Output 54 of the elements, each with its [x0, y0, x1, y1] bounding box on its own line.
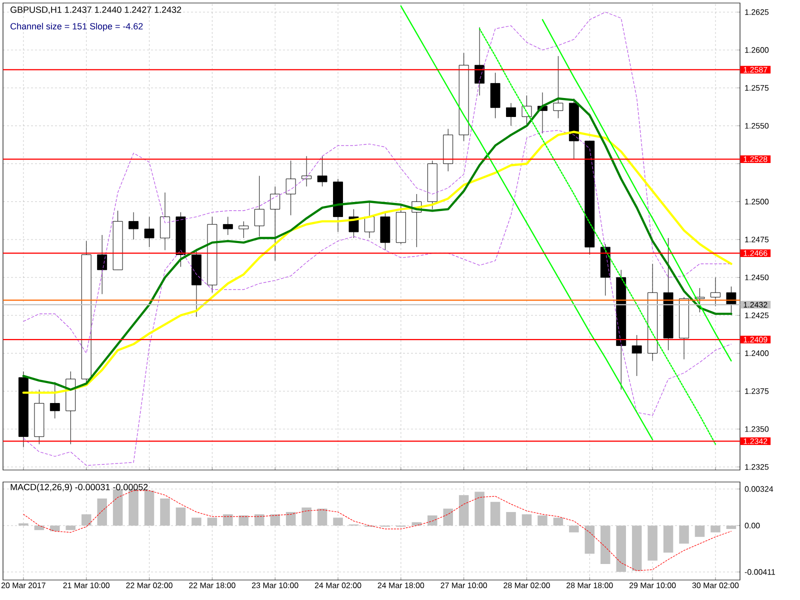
bar	[207, 518, 218, 526]
bar	[679, 526, 689, 544]
bar	[663, 526, 674, 553]
bar	[584, 526, 595, 554]
bar	[490, 502, 500, 526]
candlestick	[50, 382, 60, 419]
chart-title: GBPUSD,H1 1.2437 1.2440 1.2427 1.2432	[10, 6, 182, 14]
bar	[412, 522, 422, 526]
bar	[50, 526, 60, 532]
bar	[522, 514, 532, 526]
bar	[254, 514, 264, 526]
bar	[694, 526, 705, 537]
candlestick	[144, 216, 154, 248]
bar	[81, 514, 92, 526]
bar	[427, 515, 438, 526]
candlestick	[553, 56, 564, 118]
candlestick	[364, 201, 374, 238]
bar	[97, 498, 107, 526]
candlestick	[222, 216, 233, 236]
candlestick	[317, 156, 328, 187]
candlestick	[302, 156, 312, 187]
chart-title: MACD(12,26,9) -0.00031 -0.00052	[10, 484, 148, 492]
candlestick	[506, 102, 516, 126]
candlestick	[128, 212, 139, 240]
candlestick	[254, 176, 264, 237]
candlestick	[710, 277, 720, 306]
bar	[333, 518, 343, 526]
bar	[66, 526, 76, 530]
bar	[317, 508, 328, 526]
bar	[538, 515, 548, 526]
candlestick	[286, 160, 296, 216]
bar	[302, 508, 312, 526]
bar	[458, 495, 469, 526]
bar	[569, 526, 579, 532]
bar	[726, 526, 736, 529]
bar	[192, 518, 202, 526]
bar	[600, 526, 610, 564]
bar	[286, 512, 296, 526]
bar	[270, 514, 280, 526]
bar	[648, 526, 658, 561]
candlestick	[632, 334, 642, 376]
candlestick	[97, 234, 108, 294]
bar	[34, 526, 44, 530]
bar	[506, 512, 516, 526]
candlestick	[238, 221, 249, 238]
bar	[474, 492, 484, 526]
bar	[176, 508, 186, 526]
bar	[553, 518, 564, 526]
candlestick	[270, 186, 280, 262]
text: Channel size = 151 Slope = -4.62	[10, 22, 143, 32]
candlestick	[160, 192, 170, 250]
bar	[443, 508, 453, 526]
bar	[160, 498, 170, 526]
bar	[223, 514, 233, 526]
